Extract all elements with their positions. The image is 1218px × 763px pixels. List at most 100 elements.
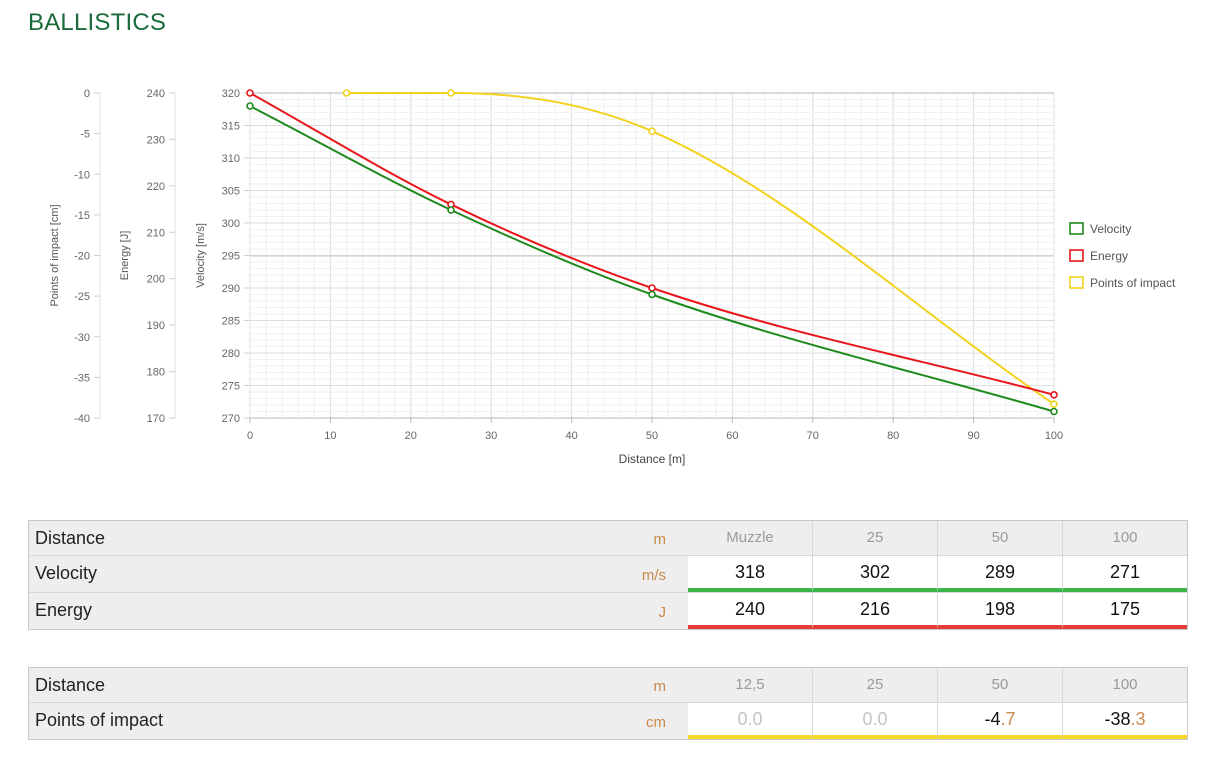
- velocity-tick-label: 295: [222, 251, 240, 263]
- poi-int: 0: [862, 709, 873, 729]
- velocity-tick-label: 305: [222, 186, 240, 198]
- velocity-tick-label: 290: [222, 283, 240, 295]
- points-of-impact-row-label: Points of impact: [35, 710, 164, 730]
- energy-tick-label: 210: [147, 227, 165, 239]
- points-of-impact-data-point: [447, 89, 455, 97]
- energy-data-point: [246, 89, 254, 97]
- poi-tick-label: -30: [74, 332, 90, 344]
- ballistics-chart: 0 -5 -10 -15 -20 -25 -30 -35 -40 Points of impact…: [49, 88, 1176, 466]
- table2-header-unit: m: [653, 678, 667, 695]
- poi-cell: -4.7: [937, 703, 1062, 739]
- energy-row: Energy J 240 216 198 175: [29, 593, 1187, 629]
- poi-dec: .0: [747, 709, 763, 729]
- poi-dec: .3: [1130, 709, 1146, 729]
- points-of-impact-legend-swatch: [1069, 276, 1084, 289]
- velocity-row-unit: m/s: [641, 567, 666, 584]
- velocity-tick-label: 275: [222, 381, 240, 393]
- velocity-tick-label: 285: [222, 316, 240, 328]
- x-tick-label: 10: [324, 430, 336, 442]
- energy-tick-label: 180: [147, 367, 165, 379]
- velocity-cell: 289: [937, 556, 1062, 592]
- energy-series-line: [249, 92, 1055, 396]
- x-tick-label: 20: [405, 430, 417, 442]
- velocity-legend-swatch: [1069, 222, 1084, 235]
- velocity-data-point: [246, 102, 254, 110]
- velocity-cell: 318: [688, 556, 812, 592]
- table1-header-unit: m: [653, 531, 667, 548]
- points-of-impact-data-point: [648, 127, 656, 135]
- poi-cell: 0.0: [812, 703, 937, 739]
- energy-tick-label: 230: [147, 134, 165, 146]
- velocity-tick-label: 310: [222, 153, 240, 165]
- points-of-impact-row-unit: cm: [646, 714, 666, 731]
- velocity-tick-label: 315: [222, 121, 240, 133]
- velocity-cell: 271: [1062, 556, 1187, 592]
- table2-distance-cell: 100: [1062, 668, 1187, 702]
- table2-distance-cell: 12,5: [735, 676, 765, 693]
- x-tick-label: 60: [726, 430, 738, 442]
- energy-tick-label: 220: [147, 181, 165, 193]
- points-of-impact-data-point: [1050, 400, 1058, 408]
- velocity-legend-label: Velocity: [1090, 222, 1131, 236]
- x-tick-label: 40: [565, 430, 577, 442]
- poi-tick-label: -20: [74, 251, 90, 263]
- velocity-tick-label: 300: [222, 218, 240, 230]
- energy-data-point: [648, 284, 656, 292]
- poi-int: 0: [737, 709, 748, 729]
- x-tick-label: 30: [485, 430, 497, 442]
- energy-row-unit: J: [658, 604, 667, 621]
- points-of-impact-legend-label: Points of impact: [1090, 276, 1176, 290]
- poi-dec: .0: [872, 709, 888, 729]
- poi-cell: 0.0: [688, 703, 812, 739]
- energy-cell: 198: [937, 593, 1062, 629]
- energy-tick-label: 240: [147, 88, 165, 100]
- velocity-tick-label: 280: [222, 348, 240, 360]
- velocity-cell: 302: [812, 556, 937, 592]
- energy-cell: 175: [1062, 593, 1187, 629]
- page-title: BALLISTICS: [28, 9, 167, 36]
- energy-row-label: Energy: [35, 600, 93, 620]
- table1-header-label: Distance: [35, 528, 106, 548]
- velocity-data-point: [447, 206, 455, 214]
- velocity-row-label: Velocity: [35, 563, 98, 583]
- energy-tick-label: 170: [147, 413, 165, 425]
- energy-axis-label: Energy [J]: [119, 231, 131, 281]
- poi-int: -38: [1104, 709, 1131, 729]
- poi-tick-label: -10: [74, 169, 90, 181]
- points-of-impact-series-line: [346, 91, 1055, 406]
- velocity-row: Velocity m/s 318 302 289 271: [29, 556, 1187, 593]
- x-tick-label: 90: [967, 430, 979, 442]
- table2-distance-cell: 50: [937, 668, 1062, 702]
- energy-tick-label: 200: [147, 274, 165, 286]
- poi-dec: .7: [1000, 709, 1016, 729]
- x-tick-label: 100: [1045, 430, 1063, 442]
- table1-header-row: Distance m Muzzle 25 50 100: [29, 521, 1187, 556]
- energy-legend-swatch: [1069, 249, 1084, 262]
- velocity-series-line: [249, 105, 1055, 413]
- velocity-tick-label: 320: [222, 88, 240, 100]
- x-axis-label: Distance [m]: [619, 452, 686, 466]
- table1-distance-cell: 100: [1062, 521, 1187, 555]
- velocity-axis-label: Velocity [m/s]: [195, 223, 207, 288]
- table2-distance-cell: 25: [812, 668, 937, 702]
- table1-distance-cell: 25: [812, 521, 937, 555]
- x-tick-label: 0: [247, 430, 253, 442]
- table2-header-row: Distance m 12,5 25 50 100: [29, 668, 1187, 703]
- velocity-data-point: [1050, 407, 1058, 416]
- energy-data-point: [1050, 390, 1058, 399]
- table1-distance-cell: 50: [937, 521, 1062, 555]
- poi-tick-label: -15: [74, 210, 90, 222]
- x-tick-label: 50: [646, 430, 658, 442]
- energy-legend-label: Energy: [1090, 249, 1128, 263]
- poi-int: -4: [984, 709, 1001, 729]
- points-of-impact-data-point: [342, 89, 351, 97]
- poi-cell: -38.3: [1062, 703, 1187, 739]
- velocity-tick-label: 270: [222, 413, 240, 425]
- poi-tick-label: -25: [74, 291, 90, 303]
- energy-tick-label: 190: [147, 320, 165, 332]
- points-of-impact-table: Distance m 12,5 25 50 100 Points of impa…: [28, 667, 1188, 740]
- x-tick-label: 70: [807, 430, 819, 442]
- energy-cell: 216: [812, 593, 937, 629]
- energy-cell: 240: [688, 593, 812, 629]
- points-of-impact-row: Points of impact cm 0.0 0.0 -4.7 -38.3: [29, 703, 1187, 739]
